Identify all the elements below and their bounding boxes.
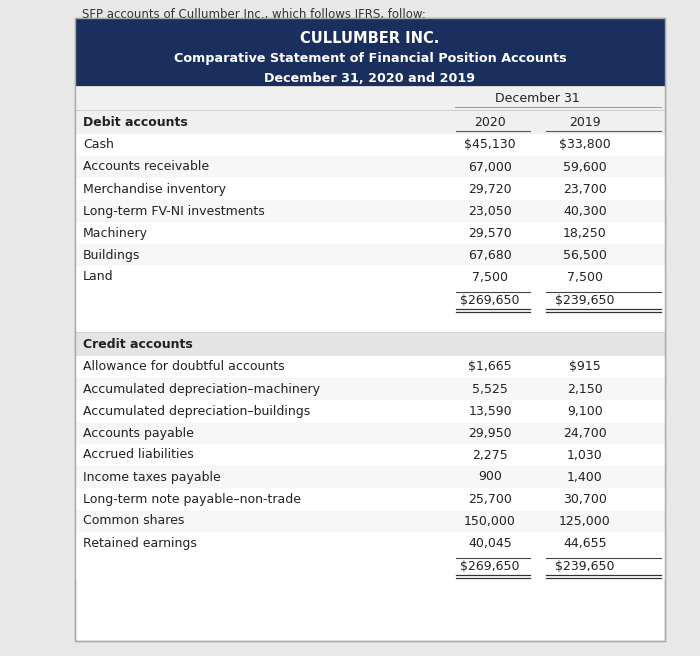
Bar (75, 18, 665, 641)
Bar (75, 332, 665, 356)
Text: 1,400: 1,400 (567, 470, 603, 483)
Text: 56,500: 56,500 (563, 249, 607, 262)
Bar (75, 356, 665, 378)
Bar (75, 314, 665, 332)
Text: 59,600: 59,600 (563, 161, 607, 173)
Text: Accounts receivable: Accounts receivable (83, 161, 209, 173)
Text: Income taxes payable: Income taxes payable (83, 470, 220, 483)
Bar (75, 266, 665, 288)
Bar (75, 178, 665, 200)
Text: Land: Land (83, 270, 113, 283)
Bar (75, 222, 665, 244)
Text: Credit accounts: Credit accounts (83, 337, 192, 350)
Text: 23,700: 23,700 (563, 182, 607, 195)
Text: 125,000: 125,000 (559, 514, 611, 527)
Text: 23,050: 23,050 (468, 205, 512, 218)
Text: Buildings: Buildings (83, 249, 141, 262)
Text: $1,665: $1,665 (468, 361, 512, 373)
Text: 2,150: 2,150 (567, 382, 603, 396)
Text: $45,130: $45,130 (464, 138, 516, 152)
Bar (75, 156, 665, 178)
Bar (75, 18, 665, 86)
Text: 18,250: 18,250 (563, 226, 607, 239)
Bar (75, 244, 665, 266)
Text: 67,680: 67,680 (468, 249, 512, 262)
Text: 7,500: 7,500 (567, 270, 603, 283)
Text: Merchandise inventory: Merchandise inventory (83, 182, 226, 195)
Text: $269,650: $269,650 (461, 560, 519, 573)
Text: 2020: 2020 (474, 115, 506, 129)
Text: Accumulated depreciation–machinery: Accumulated depreciation–machinery (83, 382, 320, 396)
Text: $33,800: $33,800 (559, 138, 611, 152)
Text: $239,650: $239,650 (555, 295, 615, 308)
Text: 24,700: 24,700 (563, 426, 607, 440)
Bar (75, 554, 665, 580)
Text: December 31, 2020 and 2019: December 31, 2020 and 2019 (265, 72, 475, 85)
Text: Comparative Statement of Financial Position Accounts: Comparative Statement of Financial Posit… (174, 52, 566, 65)
Text: 7,500: 7,500 (472, 270, 508, 283)
Text: $269,650: $269,650 (461, 295, 519, 308)
Text: Accrued liabilities: Accrued liabilities (83, 449, 194, 462)
Text: $915: $915 (569, 361, 601, 373)
Text: Accounts payable: Accounts payable (83, 426, 194, 440)
Text: 13,590: 13,590 (468, 405, 512, 417)
Text: Accumulated depreciation–buildings: Accumulated depreciation–buildings (83, 405, 310, 417)
Bar (75, 110, 665, 134)
Text: Machinery: Machinery (83, 226, 148, 239)
Bar (75, 86, 665, 110)
Text: 2,275: 2,275 (472, 449, 508, 462)
Text: Retained earnings: Retained earnings (83, 537, 197, 550)
Bar (75, 378, 665, 400)
Text: 25,700: 25,700 (468, 493, 512, 506)
Text: Long-term note payable–non-trade: Long-term note payable–non-trade (83, 493, 301, 506)
Bar (75, 444, 665, 466)
Bar (75, 18, 665, 641)
Text: 5,525: 5,525 (472, 382, 508, 396)
Bar (75, 466, 665, 488)
Text: 9,100: 9,100 (567, 405, 603, 417)
Bar (75, 134, 665, 156)
Text: 150,000: 150,000 (464, 514, 516, 527)
Text: 30,700: 30,700 (563, 493, 607, 506)
Bar (75, 510, 665, 532)
Text: 29,950: 29,950 (468, 426, 512, 440)
Text: 900: 900 (478, 470, 502, 483)
Text: 67,000: 67,000 (468, 161, 512, 173)
Bar (75, 488, 665, 510)
Bar (75, 400, 665, 422)
Text: CULLUMBER INC.: CULLUMBER INC. (300, 31, 440, 46)
Text: 40,300: 40,300 (563, 205, 607, 218)
Bar (75, 422, 665, 444)
Text: SFP accounts of Cullumber Inc., which follows IFRS, follow:: SFP accounts of Cullumber Inc., which fo… (82, 8, 426, 21)
Text: Allowance for doubtful accounts: Allowance for doubtful accounts (83, 361, 285, 373)
Text: 1,030: 1,030 (567, 449, 603, 462)
Text: Common shares: Common shares (83, 514, 184, 527)
Text: Cash: Cash (83, 138, 114, 152)
Text: Debit accounts: Debit accounts (83, 115, 188, 129)
Text: 2019: 2019 (569, 115, 601, 129)
Text: December 31: December 31 (495, 91, 580, 104)
Text: 29,720: 29,720 (468, 182, 512, 195)
Text: 40,045: 40,045 (468, 537, 512, 550)
Text: $239,650: $239,650 (555, 560, 615, 573)
Text: 29,570: 29,570 (468, 226, 512, 239)
Text: 44,655: 44,655 (564, 537, 607, 550)
Text: Long-term FV-NI investments: Long-term FV-NI investments (83, 205, 265, 218)
Bar (75, 288, 665, 314)
Bar (75, 532, 665, 554)
Bar (75, 200, 665, 222)
